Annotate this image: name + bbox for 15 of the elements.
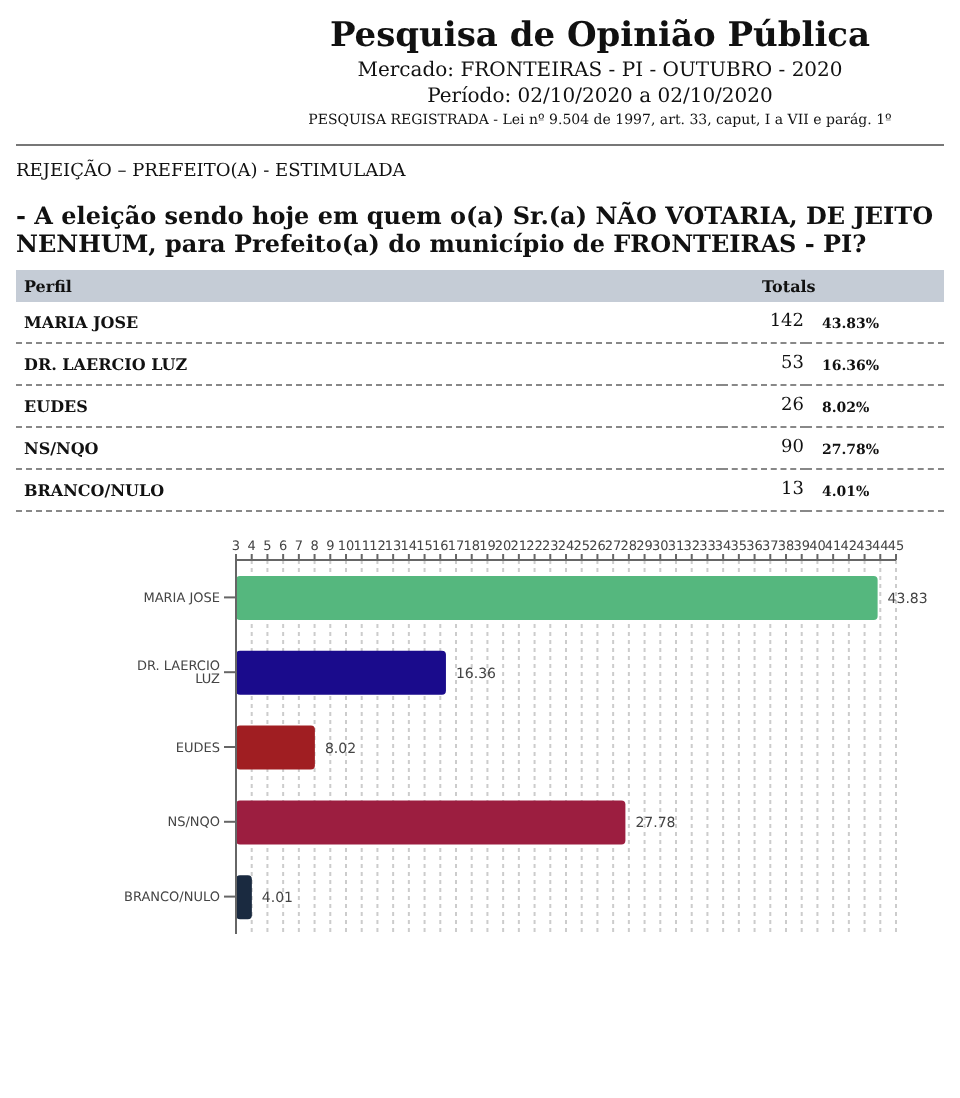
text: 53 bbox=[779, 352, 806, 378]
category-label: EUDES bbox=[24, 396, 88, 416]
category-label: NS/NQO bbox=[24, 438, 99, 458]
chart-title: Pesquisa de Opinião Pública bbox=[327, 16, 873, 56]
text: Perfil bbox=[22, 274, 74, 300]
text: Totals bbox=[760, 274, 818, 300]
text: 90 bbox=[779, 436, 806, 462]
category-label: MARIA JOSE bbox=[24, 312, 139, 332]
text: 13 bbox=[779, 478, 806, 504]
text: REJEIÇÃO – PREFEITO(A) - ESTIMULADA bbox=[16, 162, 408, 182]
text: 142 bbox=[767, 310, 806, 336]
text: 26 bbox=[779, 394, 806, 420]
category-label: BRANCO/NULO bbox=[24, 480, 165, 500]
category-label: DR. LAERCIO LUZ bbox=[24, 354, 188, 374]
text: - A eleição sendo hoje em quem o(a) Sr.(a) NÃO VOTARIA, DE JEITO NENHUM, para Prefeito(a) do município de FRONTEIRAS - PI? bbox=[16, 202, 936, 258]
